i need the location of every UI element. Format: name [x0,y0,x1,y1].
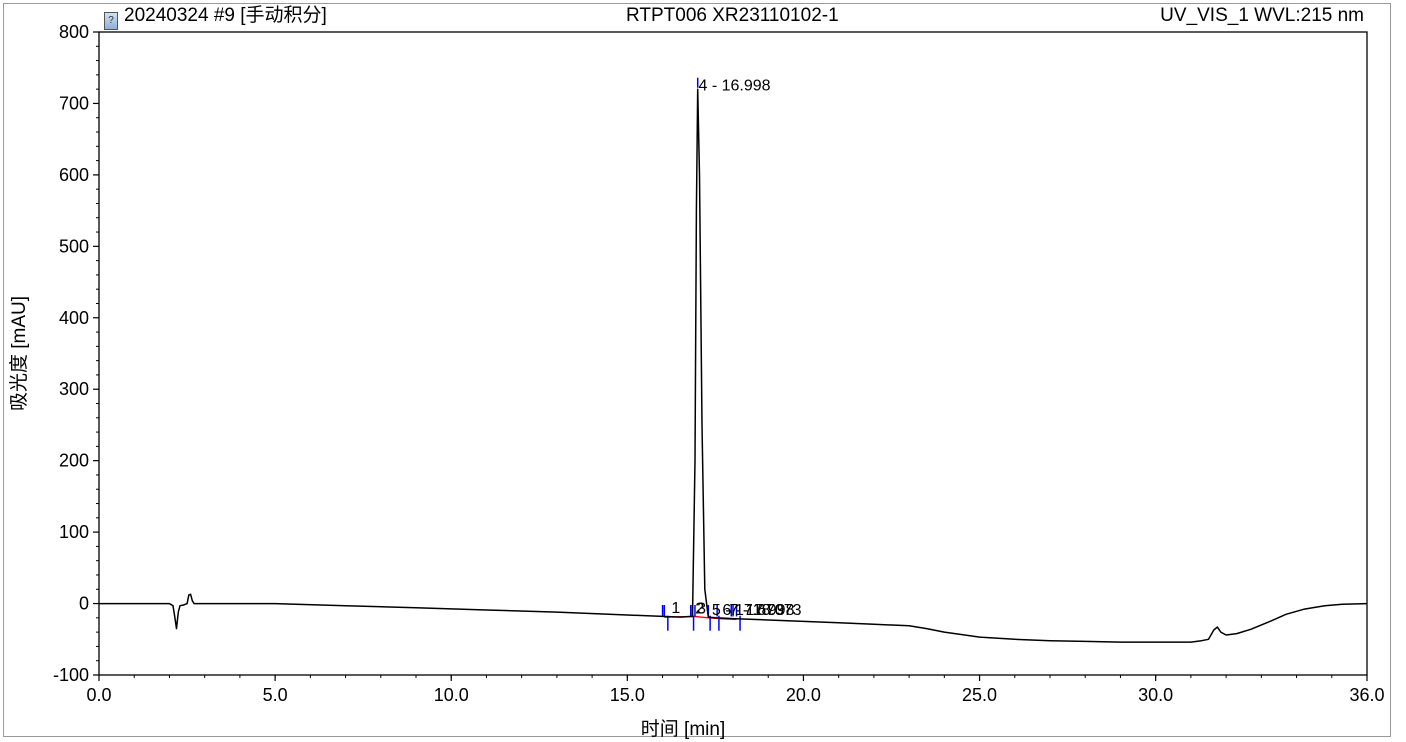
channel-header: UV_VIS_1 WVL:215 nm [1160,5,1364,26]
sample-header: RTPT006 XR23110102-1 [626,5,839,26]
sequence-label: 20240324 #9 [手动积分] [124,5,327,26]
plot-layer: -100 0 100 200 300 400 500 600 700 800 0.0 5.0 10.0 1… [8,22,1385,740]
x-tick-label: 36.0 [1349,685,1384,705]
y-tick-label: 200 [59,451,89,471]
x-tick-label: 15.0 [610,685,645,705]
y-tick-label: 600 [59,165,89,185]
peak-label-3: 3 [697,601,706,618]
peak-label-6: 6 - 17.998 [722,602,794,619]
y-tick-label: 100 [59,522,89,542]
x-axis-label: 时间 [min] [641,718,725,740]
sequence-header: ? 20240324 #9 [手动积分] [104,5,327,30]
y-tick-label: 300 [59,379,89,399]
x-tick-label: 5.0 [263,685,288,705]
peak-label-7: 7 - 18.073 [729,602,801,619]
window-frame [3,3,1391,737]
y-tick-label: 0 [79,594,89,614]
x-tick-label: 30.0 [1138,685,1173,705]
peak-label-4: 4 - 16.998 [698,78,770,95]
x-tick-label: 10.0 [434,685,469,705]
peak-label-1: 1 [671,600,680,617]
y-tick-label: -100 [53,665,89,685]
plot-area [98,31,1368,676]
x-tick-label: 25.0 [962,685,997,705]
y-tick-label: 500 [59,236,89,256]
peak-label-5: 5 - 17.673 [712,602,784,619]
peak-label-2: 2 [695,601,704,618]
y-tick-label: 400 [59,308,89,328]
chromatogram-trace [99,88,1368,643]
y-tick-label: 800 [59,22,89,42]
y-tick-label: 700 [59,93,89,113]
y-axis-label: 吸光度 [mAU] [8,296,30,411]
document-icon[interactable]: ? [104,12,118,30]
x-tick-label: 20.0 [786,685,821,705]
x-tick-label: 0.0 [86,685,111,705]
